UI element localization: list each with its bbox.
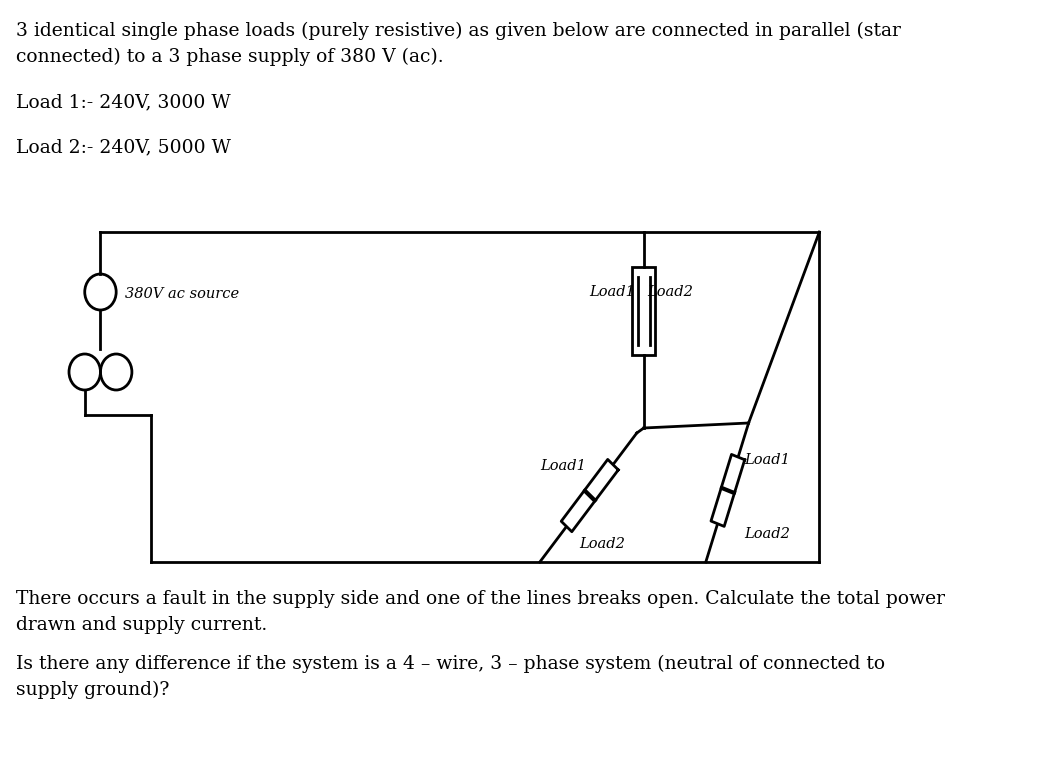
Polygon shape: [562, 490, 595, 531]
Text: 380V ac source: 380V ac source: [124, 287, 240, 301]
Text: 3 identical single phase loads (purely resistive) as given below are connected i: 3 identical single phase loads (purely r…: [16, 22, 901, 40]
Text: Load1: Load1: [541, 458, 586, 472]
Polygon shape: [584, 459, 618, 502]
Text: Load2: Load2: [745, 527, 791, 541]
Text: Load1: Load1: [589, 285, 635, 299]
Polygon shape: [721, 455, 745, 494]
Text: drawn and supply current.: drawn and supply current.: [16, 616, 267, 634]
Text: supply ground)?: supply ground)?: [16, 681, 169, 699]
Text: connected) to a 3 phase supply of 380 V (ac).: connected) to a 3 phase supply of 380 V …: [16, 48, 444, 66]
Text: Load 1:- 240V, 3000 W: Load 1:- 240V, 3000 W: [16, 93, 230, 111]
Text: Load1: Load1: [745, 453, 791, 468]
Text: There occurs a fault in the supply side and one of the lines breaks open. Calcul: There occurs a fault in the supply side …: [16, 590, 945, 608]
Text: Load2: Load2: [647, 285, 693, 299]
Bar: [633, 267, 655, 355]
Text: Load2: Load2: [579, 537, 626, 551]
Text: Is there any difference if the system is a 4 – wire, 3 – phase system (neutral o: Is there any difference if the system is…: [16, 655, 885, 674]
Text: Load 2:- 240V, 5000 W: Load 2:- 240V, 5000 W: [16, 138, 230, 156]
Polygon shape: [711, 487, 734, 526]
